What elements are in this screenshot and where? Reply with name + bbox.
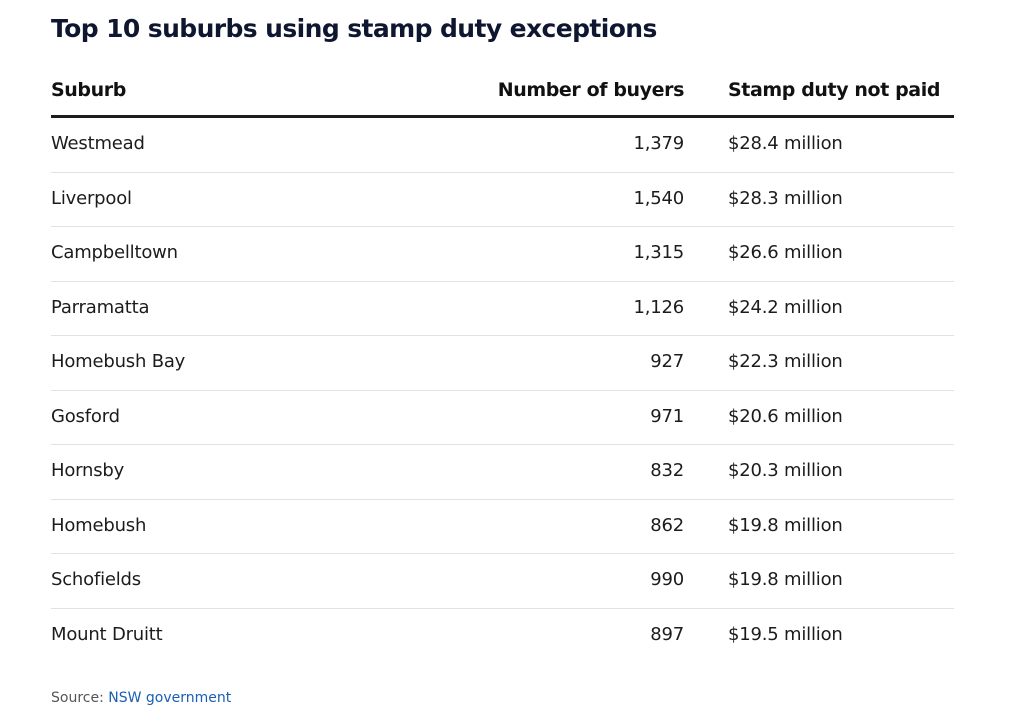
table-row: Parramatta 1,126 $24.2 million xyxy=(51,282,954,336)
cell-buyers: 990 xyxy=(650,569,684,590)
cell-duty: $24.2 million xyxy=(728,296,843,318)
table-row: Mount Druitt 897 $19.5 million xyxy=(51,609,954,664)
cell-suburb: Campbelltown xyxy=(51,242,178,263)
cell-duty: $19.8 million xyxy=(728,514,843,536)
cell-suburb: Westmead xyxy=(51,133,145,154)
cell-suburb: Homebush Bay xyxy=(51,351,186,372)
cell-suburb: Schofields xyxy=(51,569,141,590)
table-row: Homebush 862 $19.8 million xyxy=(51,500,954,554)
cell-duty: $20.6 million xyxy=(728,405,843,427)
cell-duty: $19.5 million xyxy=(728,623,843,645)
cell-buyers: 897 xyxy=(650,623,684,645)
table-row: Liverpool 1,540 $28.3 million xyxy=(51,173,954,227)
table-row: Campbelltown 1,315 $26.6 million xyxy=(51,227,954,282)
source-line: Source: NSW government xyxy=(51,690,231,706)
source-prefix: Source: xyxy=(51,690,104,706)
cell-buyers: 1,315 xyxy=(633,242,684,263)
cell-suburb: Homebush xyxy=(51,514,147,536)
table-header: Suburb Number of buyers Stamp duty not p… xyxy=(51,64,954,118)
cell-buyers: 1,540 xyxy=(633,187,684,209)
table-row: Gosford 971 $20.6 million xyxy=(51,391,954,445)
column-header-number-of-buyers: Number of buyers xyxy=(497,79,685,101)
cell-suburb: Mount Druitt xyxy=(51,623,163,645)
column-header-suburb: Suburb xyxy=(51,79,126,101)
table-row: Westmead 1,379 $28.4 million xyxy=(51,118,954,173)
table-row: Hornsby 832 $20.3 million xyxy=(51,445,954,500)
cell-buyers: 1,379 xyxy=(633,133,684,154)
cell-suburb: Hornsby xyxy=(51,460,125,481)
cell-duty: $28.3 million xyxy=(728,187,843,209)
table-row: Schofields 990 $19.8 million xyxy=(51,554,954,609)
column-header-stamp-duty-not-paid: Stamp duty not paid xyxy=(728,79,941,101)
table-title: Top 10 suburbs using stamp duty exceptio… xyxy=(51,14,657,43)
cell-buyers: 1,126 xyxy=(633,296,684,318)
source-link[interactable]: NSW government xyxy=(108,690,232,706)
cell-duty: $26.6 million xyxy=(728,242,843,263)
cell-duty: $20.3 million xyxy=(728,460,843,481)
cell-suburb: Parramatta xyxy=(51,296,150,318)
cell-buyers: 862 xyxy=(650,514,684,536)
cell-suburb: Gosford xyxy=(51,405,120,427)
cell-suburb: Liverpool xyxy=(51,187,132,209)
cell-duty: $22.3 million xyxy=(728,351,843,372)
cell-buyers: 927 xyxy=(650,351,684,372)
table-body: Westmead 1,379 $28.4 million Liverpool 1… xyxy=(51,118,954,663)
table-row: Homebush Bay 927 $22.3 million xyxy=(51,336,954,391)
cell-duty: $28.4 million xyxy=(728,133,843,154)
cell-buyers: 832 xyxy=(650,460,684,481)
suburbs-table: Suburb Number of buyers Stamp duty not p… xyxy=(51,64,954,663)
cell-buyers: 971 xyxy=(650,405,684,427)
cell-duty: $19.8 million xyxy=(728,569,843,590)
